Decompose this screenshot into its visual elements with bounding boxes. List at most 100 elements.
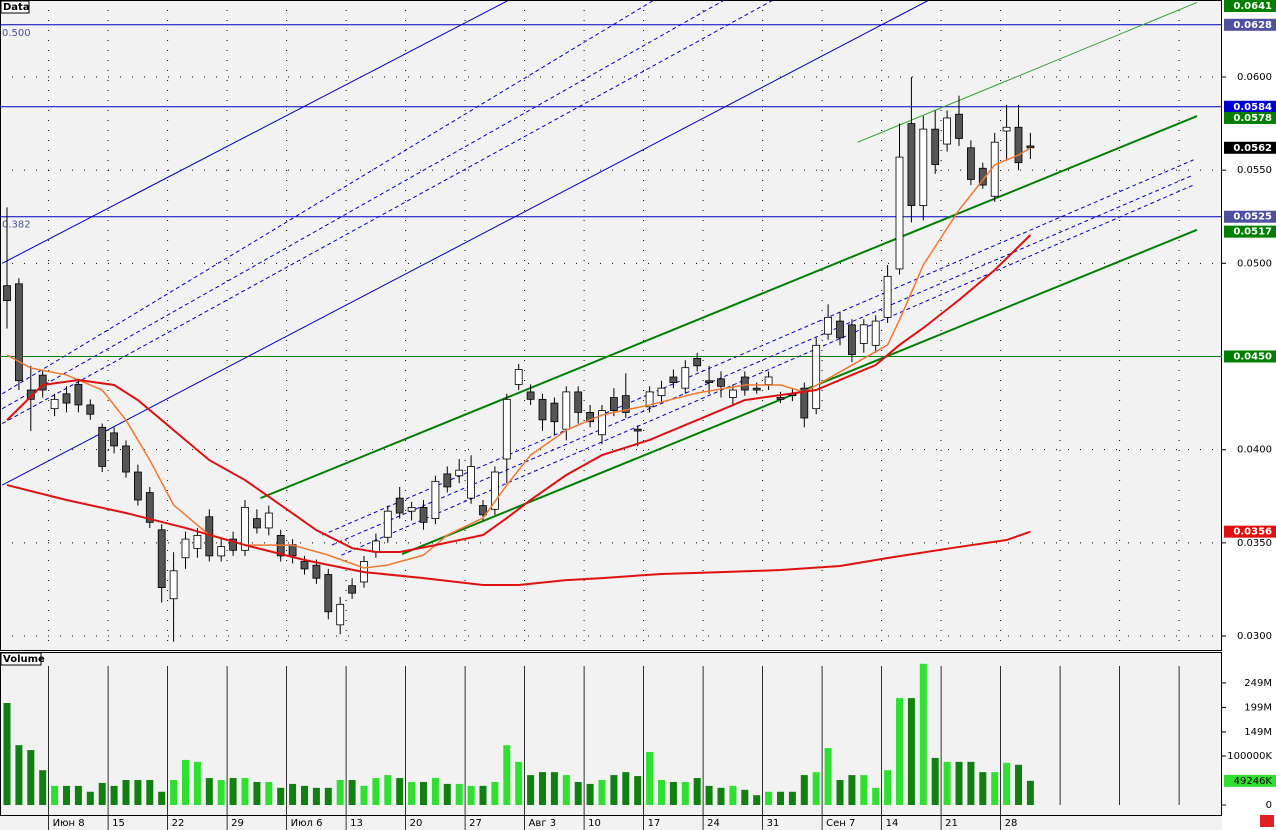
volume-bar — [503, 745, 511, 805]
candle-body — [943, 117, 951, 145]
y-tick-label: 0.0600 — [1237, 72, 1272, 83]
moving-average — [6, 484, 1031, 586]
candle-body — [633, 428, 642, 432]
candle-body — [348, 585, 357, 594]
candle-body — [490, 471, 499, 510]
candle-body — [443, 473, 452, 488]
y-tick-label: 0.0500 — [1237, 258, 1272, 269]
candle-body — [264, 512, 273, 529]
candle-body — [479, 505, 487, 516]
candle-body — [62, 393, 71, 404]
volume-bar — [63, 785, 70, 805]
candle-body — [169, 570, 178, 600]
volume-bar — [98, 782, 106, 805]
volume-bar — [146, 779, 154, 805]
candle-body — [562, 391, 571, 430]
volume-bar — [777, 791, 784, 805]
volume-bar — [1026, 780, 1034, 805]
candle-body — [895, 156, 904, 270]
volume-bar — [610, 775, 618, 805]
panel-label-box — [0, 652, 42, 666]
volume-bar — [3, 703, 11, 805]
candle-body — [729, 389, 737, 398]
volume-bar — [324, 787, 332, 805]
volume-bar — [277, 787, 285, 805]
price-marker — [1224, 525, 1276, 538]
x-tick-label: 22 — [172, 818, 185, 829]
volume-bar — [253, 781, 261, 805]
volume-bar — [479, 785, 487, 805]
panel-label-box — [0, 0, 30, 14]
candle-body — [419, 507, 428, 523]
x-tick-label: Июн 8 — [53, 818, 85, 829]
volume-bar — [717, 787, 725, 805]
candle-body — [776, 397, 785, 400]
volume-bar — [634, 776, 642, 805]
trend-line — [260, 115, 1198, 500]
y-tick-label: 100000K — [1227, 751, 1272, 762]
x-tick-label: 31 — [767, 818, 780, 829]
x-tick-label: 15 — [112, 818, 125, 829]
candle-body — [669, 376, 678, 383]
candle-body — [86, 404, 95, 415]
volume-bar — [122, 779, 130, 805]
candle-body — [324, 574, 333, 613]
x-tick-label: Авг 3 — [529, 818, 557, 829]
candle-body — [717, 378, 725, 387]
moving-average — [6, 234, 1032, 553]
x-tick-label: 17 — [648, 818, 661, 829]
volume-bar — [836, 779, 844, 805]
price-marker-label: 0.0562 — [1233, 143, 1272, 154]
volume-bar — [872, 787, 880, 805]
trend-line — [341, 184, 1194, 556]
y-tick-label: 149M — [1244, 727, 1272, 738]
trend-line — [1, 0, 724, 410]
volume-panel — [0, 652, 1222, 816]
price-marker — [1224, 225, 1276, 238]
candle-body — [705, 380, 713, 383]
volume-bar — [598, 779, 606, 805]
candle-body — [110, 432, 118, 447]
candle-body — [193, 534, 202, 549]
candle-body — [812, 344, 821, 410]
price-marker-label: 0.0641 — [1233, 1, 1272, 12]
trend-line — [2, 0, 509, 264]
candle-body — [514, 369, 523, 385]
volume-bar — [420, 781, 427, 805]
volume-bar — [907, 698, 915, 805]
price-marker-label: 0.0525 — [1233, 212, 1272, 223]
price-marker — [1224, 141, 1276, 154]
candle-body — [312, 564, 321, 579]
moving-average — [6, 147, 1031, 569]
volume-bar — [812, 772, 820, 805]
volume-bar — [729, 785, 737, 805]
price-marker — [1224, 18, 1276, 31]
volume-bar — [467, 785, 475, 805]
volume-bar — [301, 785, 308, 805]
candle-body — [824, 316, 832, 335]
candle-body — [800, 387, 809, 419]
volume-bar — [86, 791, 94, 805]
candle-body — [26, 389, 35, 400]
candle-body — [74, 384, 83, 406]
volume-bar — [51, 785, 59, 805]
candle-body — [229, 538, 238, 551]
volume-bar — [443, 783, 451, 805]
candle-body — [14, 283, 23, 382]
volume-marker — [1224, 774, 1276, 787]
volume-bar — [336, 779, 344, 805]
candle-body — [157, 529, 166, 588]
scroll-button[interactable] — [1260, 815, 1274, 827]
volume-bar — [348, 779, 356, 805]
price-panel — [0, 0, 1222, 651]
price-marker — [1224, 210, 1276, 223]
candle-body — [252, 518, 261, 529]
price-marker-label: 0.0450 — [1233, 351, 1272, 362]
volume-bar — [193, 761, 201, 805]
x-tick-label: 29 — [231, 818, 244, 829]
volume-bar — [896, 698, 903, 805]
volume-bar — [170, 779, 178, 805]
candle-body — [836, 320, 844, 339]
